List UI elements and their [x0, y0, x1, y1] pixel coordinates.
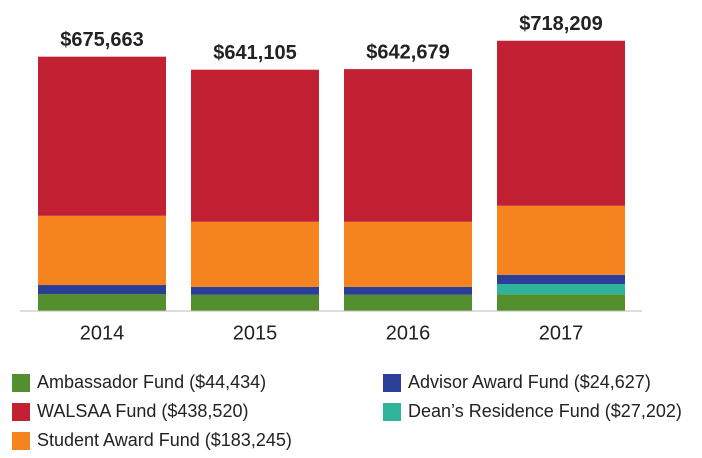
bar-segment	[191, 294, 319, 311]
total-label: $675,663	[60, 29, 143, 51]
total-label: $642,679	[366, 41, 449, 63]
legend-label: Student Award Fund ($183,245)	[37, 430, 292, 450]
bar-segment	[344, 294, 472, 311]
bar-segment	[38, 215, 166, 286]
bar-segment	[38, 294, 166, 311]
bar-segment	[38, 285, 166, 295]
legend-swatch	[383, 374, 401, 392]
bar-segment	[191, 286, 319, 295]
bar-segment	[191, 221, 319, 287]
x-tick-label: 2014	[80, 322, 125, 344]
bar-segment	[497, 40, 625, 206]
legend-label: Ambassador Fund ($44,434)	[37, 372, 266, 392]
legend-swatch	[383, 403, 401, 421]
x-tick-label: 2015	[233, 322, 278, 344]
legend-label: Dean’s Residence Fund ($27,202)	[408, 401, 682, 421]
legend-swatch	[12, 432, 30, 450]
bar-segment	[191, 69, 319, 222]
bar-segment	[344, 221, 472, 287]
x-tick-label: 2016	[386, 322, 431, 344]
bar-segment	[497, 294, 625, 311]
total-label: $718,209	[519, 13, 602, 35]
total-label: $641,105	[213, 42, 296, 64]
bar-segment	[344, 69, 472, 222]
bar-segment	[344, 286, 472, 295]
legend-swatch	[12, 403, 30, 421]
bar-segment	[497, 205, 625, 275]
x-tick-label: 2017	[539, 322, 584, 344]
bar-segment	[497, 274, 625, 285]
legend-label: WALSAA Fund ($438,520)	[37, 401, 248, 421]
bar-segment	[38, 56, 166, 216]
legend-label: Advisor Award Fund ($24,627)	[408, 372, 651, 392]
legend-swatch	[12, 374, 30, 392]
bar-segment	[497, 284, 625, 295]
